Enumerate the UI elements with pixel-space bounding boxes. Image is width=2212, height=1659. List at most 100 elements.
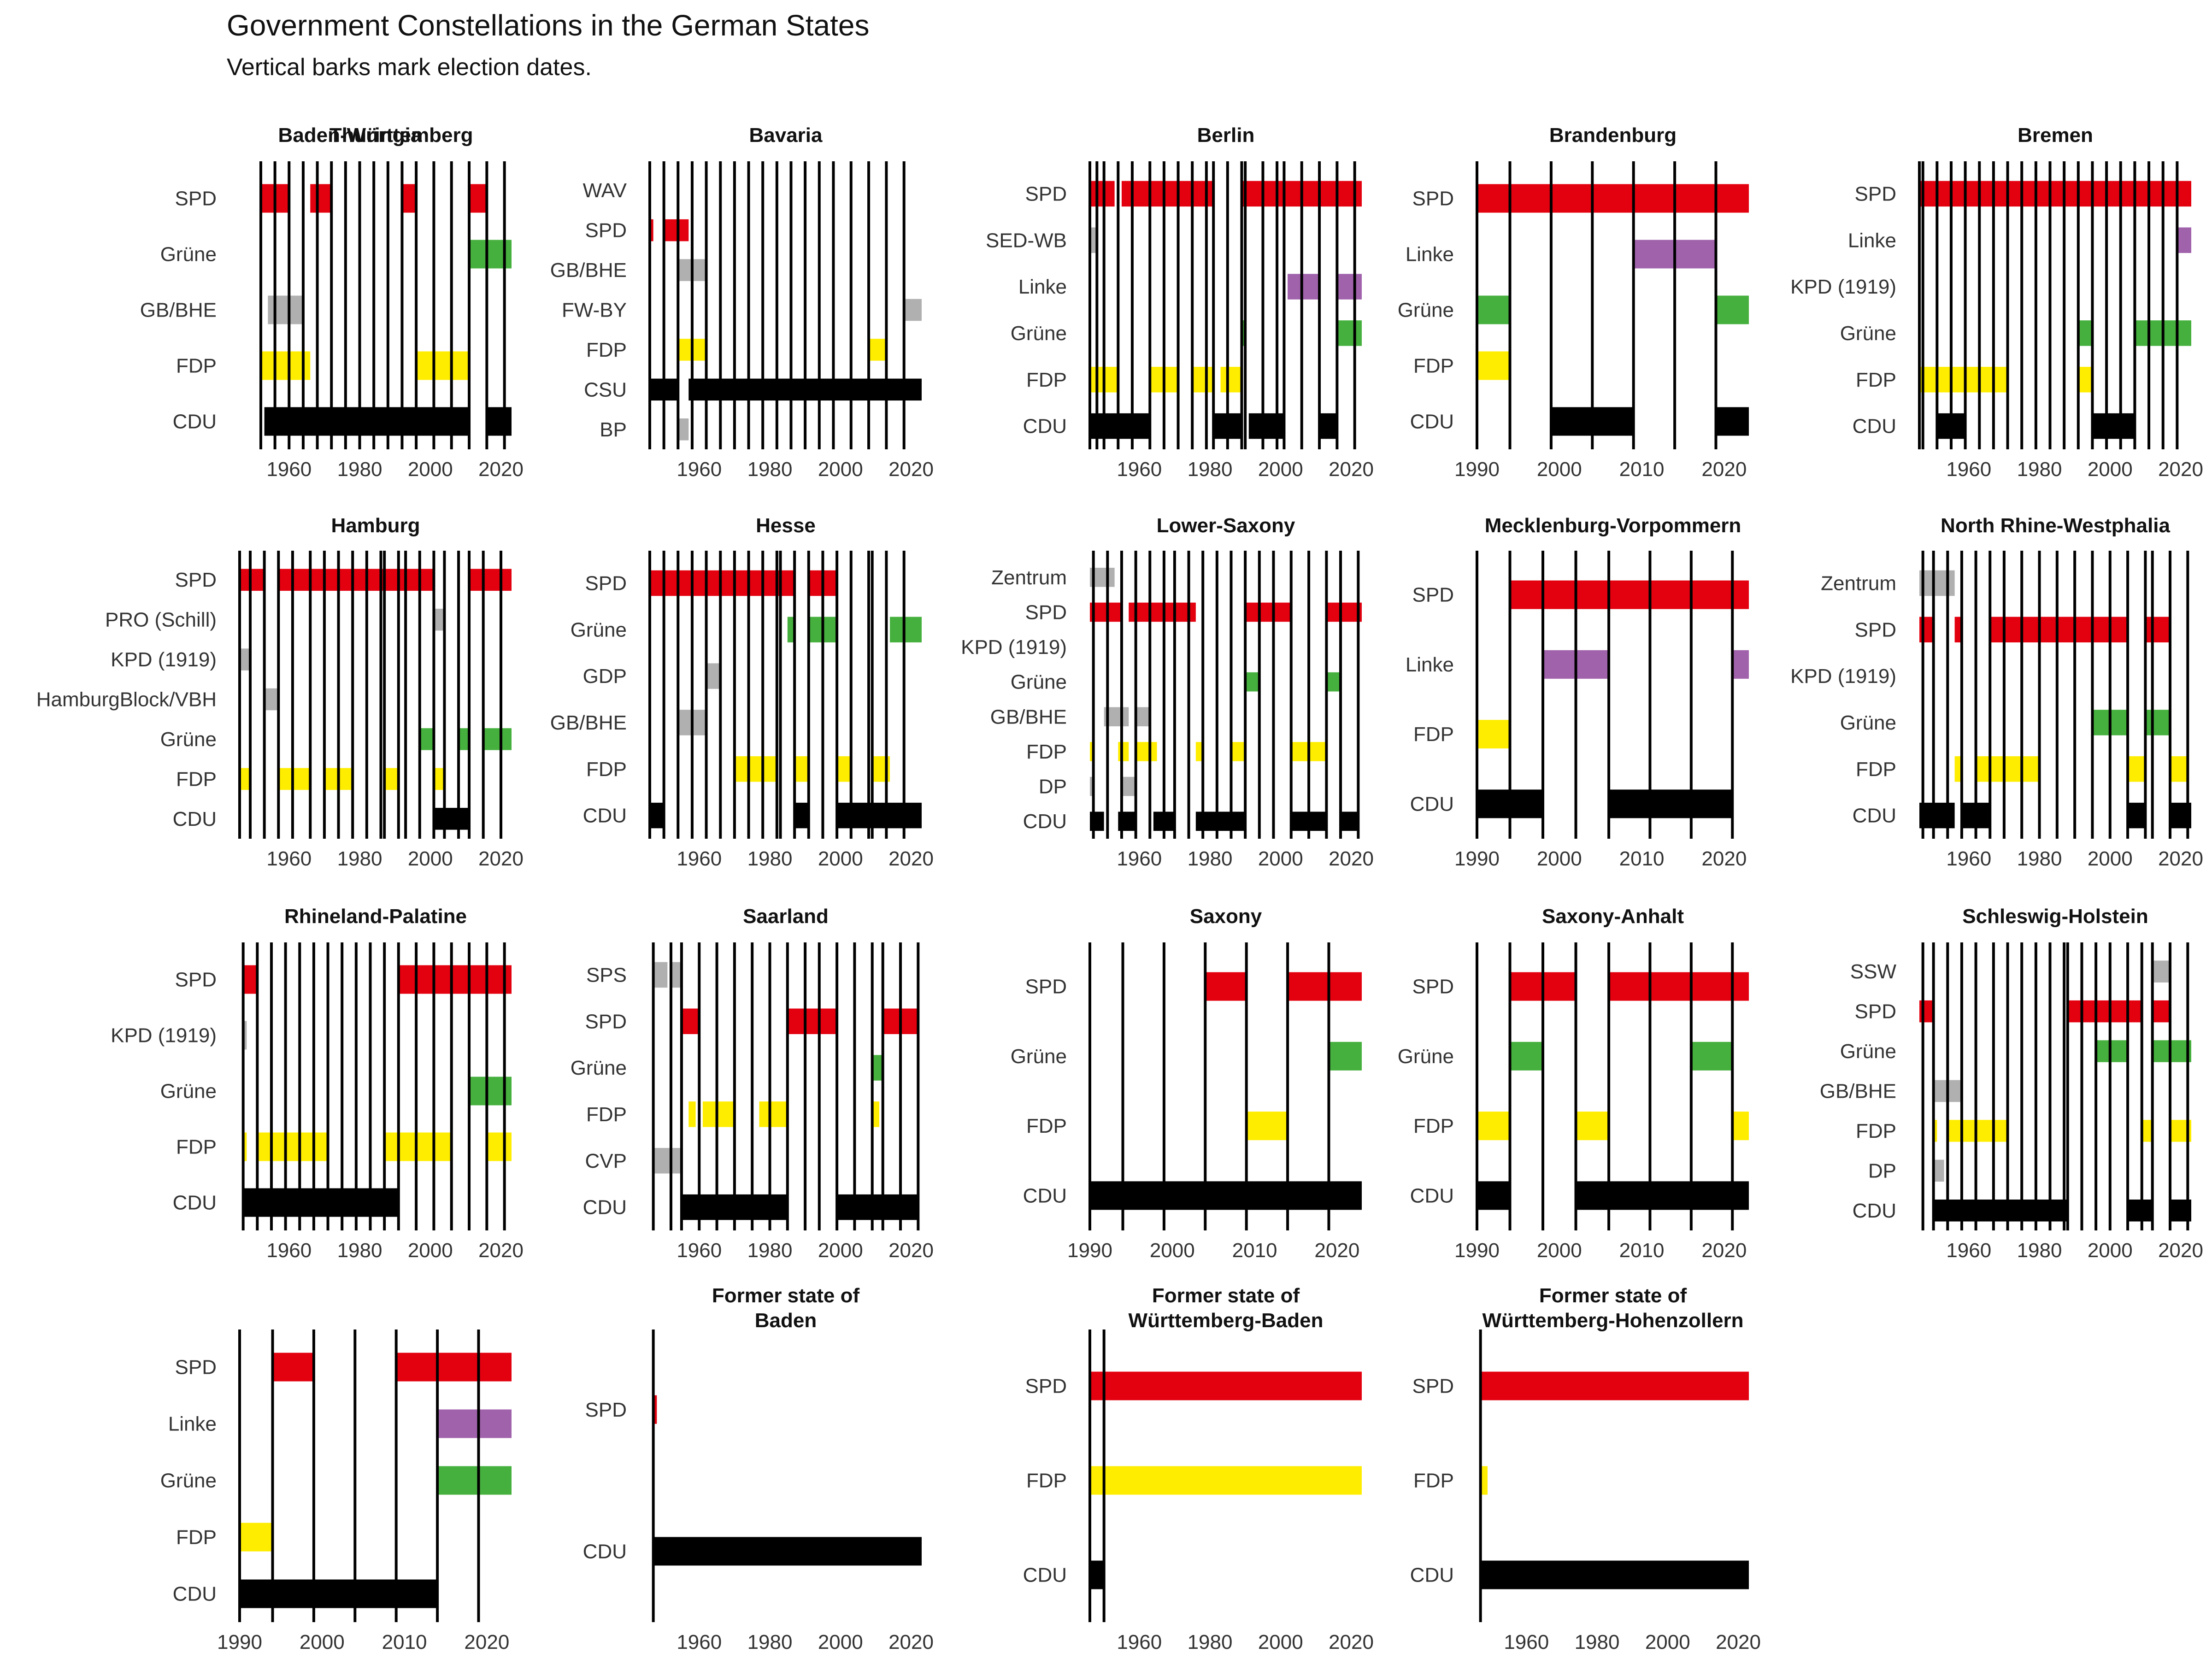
- category-label: CDU: [583, 1540, 627, 1563]
- panel: Hamburg SPD PRO (Schill) KPD (1919) HamburgB…: [36, 514, 524, 870]
- government-bar: [437, 1409, 512, 1438]
- category-label: SPD: [1025, 182, 1067, 205]
- government-bar: [2096, 1040, 2128, 1062]
- government-bar: [1090, 181, 1115, 207]
- government-bar: [1919, 802, 1955, 829]
- x-tick-label: 2000: [1258, 458, 1303, 481]
- government-bar: [1245, 672, 1259, 692]
- category-label: PRO (Schill): [105, 609, 217, 631]
- government-bar: [2128, 802, 2146, 829]
- category-label: SPD: [585, 572, 627, 594]
- government-bar: [837, 756, 851, 782]
- category-label: CSU: [584, 378, 627, 401]
- category-label: Linke: [1848, 229, 1896, 252]
- category-label: SPD: [175, 1356, 217, 1379]
- panel: Mecklenburg-Vorpommern SPD Linke FDP CDU 1990…: [1406, 514, 1749, 870]
- government-bar: [1576, 1112, 1609, 1141]
- panel-title: Württemberg-Hohenzollern: [1482, 1309, 1743, 1332]
- x-tick-label: 1980: [337, 847, 382, 870]
- x-tick-label: 2020: [888, 458, 934, 481]
- x-tick-label: 1960: [1117, 1631, 1162, 1653]
- category-label: CDU: [1853, 805, 1896, 827]
- government-bar: [1231, 742, 1246, 761]
- government-bar: [650, 219, 653, 241]
- government-bar: [487, 1132, 512, 1161]
- category-label: Grüne: [160, 243, 217, 266]
- x-tick-label: 2020: [888, 1239, 934, 1262]
- panel-title: Lower-Saxony: [1157, 514, 1295, 537]
- x-tick-label: 2000: [1258, 1631, 1303, 1653]
- panel-title: Bavaria: [749, 124, 823, 147]
- category-label: BP: [600, 418, 627, 441]
- government-bar: [837, 1194, 918, 1220]
- x-tick-label: 2020: [478, 847, 524, 870]
- government-bar: [384, 768, 399, 790]
- category-label: Grüne: [1011, 671, 1067, 694]
- panel-title: Hamburg: [331, 514, 420, 537]
- government-bar: [1326, 672, 1341, 692]
- category-label: CDU: [583, 1196, 627, 1219]
- government-bar: [1510, 580, 1749, 609]
- panel-title: Saxony-Anhalt: [1542, 905, 1684, 928]
- category-label: CDU: [583, 805, 627, 827]
- category-label: CDU: [1023, 1564, 1067, 1587]
- government-bar: [264, 688, 279, 711]
- x-tick-label: 2000: [818, 1239, 863, 1262]
- x-tick-label: 1990: [1454, 847, 1500, 870]
- x-tick-label: 2010: [1619, 847, 1665, 870]
- category-label: SPD: [1412, 188, 1454, 210]
- government-bar: [1135, 707, 1150, 727]
- x-tick-label: 2010: [1619, 1239, 1665, 1262]
- government-bar: [1954, 617, 1962, 642]
- x-tick-label: 2020: [1701, 1239, 1747, 1262]
- government-bar: [734, 756, 777, 782]
- government-bar: [257, 1132, 328, 1161]
- category-label: FDP: [586, 339, 627, 361]
- x-tick-label: 2000: [1537, 847, 1582, 870]
- x-tick-label: 1960: [266, 458, 312, 481]
- category-label: FDP: [176, 355, 217, 377]
- category-label: Grüne: [160, 728, 217, 751]
- government-bar: [664, 219, 689, 241]
- x-tick-label: 1990: [217, 1631, 262, 1653]
- x-tick-label: 1960: [1117, 847, 1162, 870]
- government-bar: [272, 1353, 314, 1382]
- category-label: SPD: [585, 1010, 627, 1033]
- category-label: CDU: [173, 411, 217, 433]
- category-label: FDP: [1026, 369, 1067, 391]
- x-tick-label: 2020: [478, 458, 524, 481]
- government-bar: [1121, 181, 1214, 207]
- category-label: CDU: [1410, 1564, 1454, 1587]
- government-bar: [402, 184, 417, 213]
- government-bar: [1220, 367, 1242, 393]
- x-tick-label: 2000: [818, 1631, 863, 1653]
- category-label: CDU: [173, 1192, 217, 1214]
- category-label: Grüne: [160, 1470, 217, 1492]
- government-bar: [1248, 413, 1284, 439]
- panel-title: Schleswig-Holstein: [1962, 905, 2148, 928]
- x-tick-label: 1980: [747, 458, 793, 481]
- x-tick-label: 2000: [408, 1239, 453, 1262]
- panel-title: Saarland: [743, 905, 829, 928]
- panel-title: Former state of: [1152, 1284, 1300, 1307]
- government-bar: [1477, 1181, 1510, 1210]
- panel-title: Baden-Württemberg: [278, 124, 473, 147]
- panel: Schleswig-Holstein SSW SPD Grüne GB/BHE FDP DP…: [1820, 905, 2203, 1262]
- category-label: CVP: [585, 1150, 627, 1172]
- government-bar: [2092, 413, 2135, 439]
- x-tick-label: 1980: [1188, 1631, 1233, 1653]
- government-bar: [2141, 1120, 2153, 1142]
- x-tick-label: 1990: [1454, 458, 1500, 481]
- x-tick-label: 1980: [1188, 847, 1233, 870]
- panel-title: Berlin: [1197, 124, 1255, 147]
- government-bar: [1919, 617, 1934, 642]
- x-tick-label: 2000: [1537, 1239, 1582, 1262]
- category-label: Grüne: [571, 618, 627, 641]
- government-bar: [384, 1132, 452, 1161]
- government-bar: [1195, 742, 1203, 761]
- x-tick-label: 1960: [677, 458, 722, 481]
- government-bar: [243, 1132, 247, 1161]
- category-label: FDP: [176, 1136, 217, 1159]
- x-tick-label: 1990: [1454, 1239, 1500, 1262]
- x-tick-label: 1960: [677, 1631, 722, 1653]
